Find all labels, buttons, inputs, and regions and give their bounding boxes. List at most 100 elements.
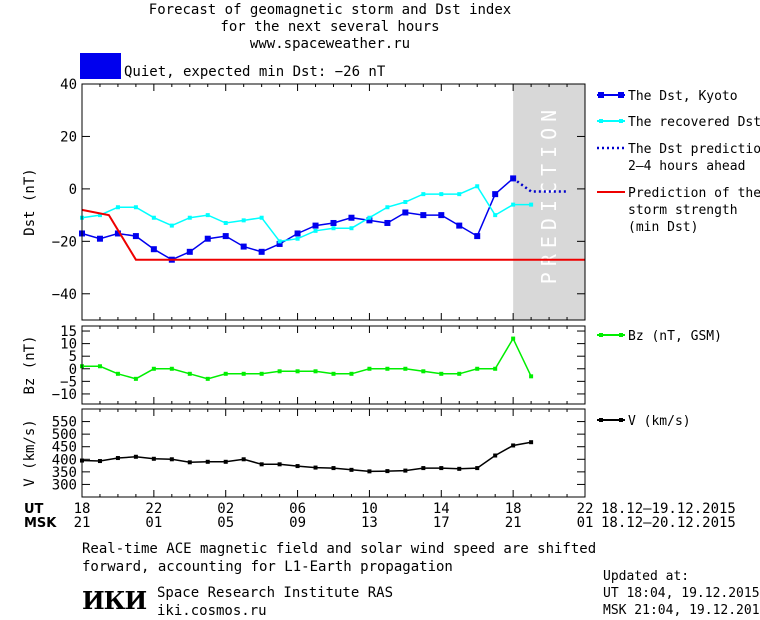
- data-point: [492, 191, 499, 198]
- data-point: [115, 456, 120, 461]
- panel-frame: [81, 325, 586, 405]
- data-point: [186, 248, 193, 255]
- data-point: [276, 240, 283, 247]
- data-point: [475, 184, 480, 189]
- data-point: [313, 369, 318, 374]
- data-point: [421, 192, 426, 197]
- ut-tick-label: 10: [361, 501, 378, 517]
- msk-tick-label: 01: [577, 515, 594, 531]
- y-axis-label: V (km/s): [22, 419, 38, 486]
- data-point: [475, 466, 480, 471]
- data-point: [151, 456, 156, 461]
- legend-dst-prediction: 2–4 hours ahead: [628, 159, 745, 174]
- data-point: [456, 222, 463, 229]
- series-line: [81, 177, 514, 261]
- ut-date-range: 18.12–19.12.2015: [601, 501, 736, 517]
- data-point: [259, 462, 264, 467]
- data-point: [204, 235, 211, 242]
- data-point: [493, 213, 498, 218]
- institute-site-link[interactable]: iki.cosmos.ru: [157, 603, 267, 619]
- y-tick-label: 15: [60, 324, 77, 340]
- data-point: [115, 371, 120, 376]
- msk-tick-label: 21: [74, 515, 91, 531]
- y-tick-label: −40: [52, 287, 77, 303]
- data-point: [277, 239, 282, 244]
- data-point: [258, 248, 265, 255]
- data-point: [169, 457, 174, 462]
- data-point: [403, 468, 408, 473]
- y-tick-label: −5: [60, 374, 77, 390]
- data-point: [223, 220, 228, 225]
- site-link[interactable]: www.spaceweather.ru: [249, 36, 411, 52]
- chart-title: Forecast of geomagnetic storm and Dst in…: [148, 2, 512, 18]
- data-point: [223, 371, 228, 376]
- data-point: [132, 233, 139, 240]
- data-point: [474, 233, 481, 240]
- data-point: [384, 219, 391, 226]
- data-point: [457, 192, 462, 197]
- data-point: [313, 465, 318, 470]
- data-point: [205, 213, 210, 218]
- msk-tick-label: 05: [217, 515, 234, 531]
- data-point: [151, 215, 156, 220]
- y-tick-label: 300: [52, 477, 77, 493]
- data-point: [385, 366, 390, 371]
- y-tick-label: 550: [52, 415, 77, 431]
- footer-note: Real-time ACE magnetic field and solar w…: [82, 540, 596, 576]
- data-point: [114, 230, 121, 237]
- data-point: [259, 215, 264, 220]
- data-point: [493, 453, 498, 458]
- updated-label: Updated at:: [603, 569, 690, 584]
- y-axis-label: Bz (nT): [22, 335, 38, 394]
- data-point: [240, 243, 247, 250]
- updated-block: Updated at: UT 18:04, 19.12.2015 MSK 21:…: [603, 568, 760, 619]
- data-point: [331, 371, 336, 376]
- data-point: [295, 369, 300, 374]
- data-point: [330, 219, 337, 226]
- data-point: [295, 464, 300, 469]
- data-point: [313, 228, 318, 233]
- y-tick-label: 0: [69, 362, 77, 378]
- data-point: [457, 371, 462, 376]
- data-point: [529, 374, 534, 379]
- data-point: [150, 246, 157, 253]
- legend-storm-strength: (min Dst): [628, 220, 698, 235]
- data-point: [97, 364, 102, 369]
- series-line: [512, 177, 567, 193]
- data-point: [97, 213, 102, 218]
- data-point: [349, 467, 354, 472]
- data-point: [385, 469, 390, 474]
- y-tick-label: 40: [60, 77, 77, 93]
- data-point: [511, 443, 516, 448]
- y-axis-label: Dst (nT): [22, 168, 38, 235]
- legend-speed: V (km/s): [628, 414, 691, 429]
- panel-frame: [81, 83, 586, 321]
- institute-block: Space Research Institute RAS iki.cosmos.…: [157, 584, 393, 620]
- data-point: [438, 212, 445, 219]
- data-point: [511, 202, 516, 207]
- y-tick-label: 450: [52, 440, 77, 456]
- footer-note-line2: forward, accounting for L1-Earth propaga…: [82, 559, 453, 575]
- data-point: [169, 366, 174, 371]
- data-point: [241, 218, 246, 223]
- legend-marker: [619, 418, 623, 422]
- data-point: [169, 223, 174, 228]
- ut-tick-label: 14: [433, 501, 450, 517]
- data-point: [348, 214, 355, 221]
- data-point: [349, 226, 354, 231]
- ut-tick-label: 06: [289, 501, 306, 517]
- msk-tick-label: 21: [505, 515, 522, 531]
- data-point: [187, 460, 192, 465]
- series-line: [82, 337, 532, 380]
- y-tick-label: 400: [52, 452, 77, 468]
- data-point: [222, 233, 229, 240]
- data-point: [367, 366, 372, 371]
- msk-date-range: 18.12–20.12.2015: [601, 515, 736, 531]
- legend-marker: [618, 92, 624, 98]
- msk-tick-label: 17: [433, 515, 450, 531]
- legend-bz: Bz (nT, GSM): [628, 329, 722, 344]
- y-tick-label: 20: [60, 129, 77, 145]
- data-point: [151, 366, 156, 371]
- data-point: [493, 366, 498, 371]
